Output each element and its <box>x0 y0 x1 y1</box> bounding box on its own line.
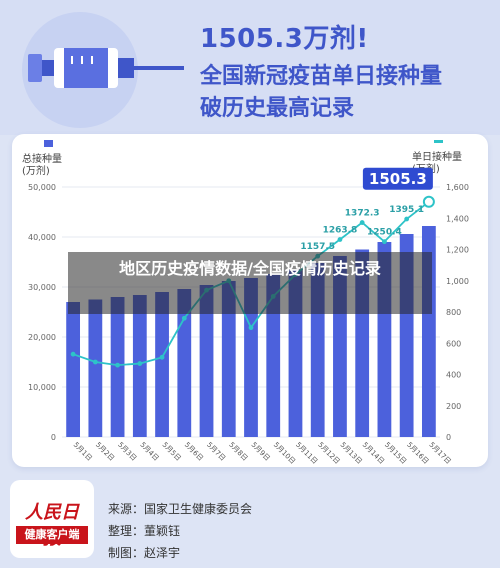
bar <box>132 295 147 437</box>
line-point <box>115 362 120 368</box>
bar <box>244 278 258 437</box>
line-point <box>70 351 76 357</box>
x-axis-tick: 5月3日 <box>116 441 138 463</box>
bar <box>66 302 81 437</box>
footer: 人民日报 健康客户端 来源：国家卫生健康委员会 整理：董颖钰 制图：赵泽宇 <box>0 470 500 568</box>
line-point <box>159 354 165 360</box>
line-point <box>92 359 98 365</box>
legend-left-unit: (万剂) <box>22 166 50 177</box>
line-point <box>137 361 143 366</box>
bar-legend-swatch <box>44 140 53 147</box>
data-label: 1250.4 <box>367 228 402 238</box>
x-axis-tick: 5月17日 <box>427 441 452 466</box>
legend-right-label: 单日接种量 <box>412 152 462 163</box>
data-label: 1505.3 <box>369 170 427 188</box>
x-axis-tick: 5月11日 <box>294 441 319 466</box>
right-axis-tick: 1,400 <box>446 214 469 223</box>
right-axis-tick: 1,000 <box>446 277 469 286</box>
x-axis-tick: 5月2日 <box>94 441 116 463</box>
logo: 人民日报 健康客户端 <box>10 480 94 558</box>
bar <box>221 281 236 437</box>
designer-credit: 制图：赵泽宇 <box>108 546 181 560</box>
line-point <box>181 315 187 321</box>
left-axis-tick: 40,000 <box>28 233 56 242</box>
data-label: 1263.8 <box>323 226 358 236</box>
peak-callout-box <box>362 167 433 190</box>
left-axis-tick: 50,000 <box>28 183 56 192</box>
source-credit: 来源：国家卫生健康委员会 <box>108 502 253 516</box>
overlay-banner <box>68 252 432 314</box>
headline-line-1: 全国新冠疫苗单日接种量 <box>200 64 443 89</box>
left-axis-tick: 20,000 <box>28 333 56 342</box>
legend-left: 总接种量 (万剂) <box>22 140 62 178</box>
x-axis-tick: 5月5日 <box>161 441 183 463</box>
logo-subtitle: 健康客户端 <box>16 526 88 544</box>
x-axis-tick: 5月16日 <box>405 441 430 466</box>
bar <box>266 274 281 437</box>
line-point <box>404 216 410 222</box>
legend-left-label: 总接种量 <box>22 154 62 165</box>
left-axis-tick: 0 <box>51 433 56 442</box>
right-axis-tick: 1,600 <box>446 183 469 192</box>
x-axis-tick: 5月6日 <box>183 441 205 463</box>
overlay-text: 地区历史疫情数据/全国疫情历史记录 <box>119 259 381 278</box>
right-axis-tick: 200 <box>446 402 461 411</box>
line-legend-swatch <box>434 140 443 143</box>
data-label: 1157.5 <box>300 242 335 252</box>
line-point <box>337 237 343 242</box>
right-axis-tick: 600 <box>446 339 461 348</box>
peak-marker <box>422 195 435 208</box>
data-label: 1372.3 <box>345 209 380 219</box>
headline-number: 1505.3万剂! <box>200 24 369 54</box>
x-axis-tick: 5月7日 <box>205 441 227 463</box>
x-axis-tick: 5月12日 <box>316 441 341 466</box>
right-axis-tick: 1,200 <box>446 246 469 255</box>
syringe-icon <box>22 12 184 128</box>
left-axis-tick: 10,000 <box>28 383 56 392</box>
line-point <box>248 325 254 331</box>
data-label: 1395.1 <box>389 205 424 215</box>
right-axis-tick: 800 <box>446 308 461 317</box>
x-axis-tick: 5月10日 <box>272 441 297 466</box>
bar <box>199 285 214 437</box>
x-axis-tick: 5月13日 <box>339 441 364 466</box>
x-axis-tick: 5月8日 <box>227 441 249 463</box>
right-axis-tick: 0 <box>446 433 451 442</box>
right-axis-tick: 400 <box>446 371 461 380</box>
editor-credit: 整理：董颖钰 <box>108 524 181 538</box>
line-point <box>382 239 387 245</box>
bar <box>88 299 103 437</box>
x-axis-tick: 5月1日 <box>72 441 94 463</box>
x-axis-tick: 5月15日 <box>383 441 408 466</box>
bar <box>155 292 169 437</box>
line-point <box>359 220 365 225</box>
headline-line-2: 破历史最高记录 <box>200 96 355 121</box>
left-axis-tick: 30,000 <box>28 283 56 292</box>
x-axis-tick: 5月9日 <box>250 441 272 463</box>
x-axis-tick: 5月4日 <box>138 441 160 463</box>
x-axis-tick: 5月14日 <box>361 441 386 466</box>
